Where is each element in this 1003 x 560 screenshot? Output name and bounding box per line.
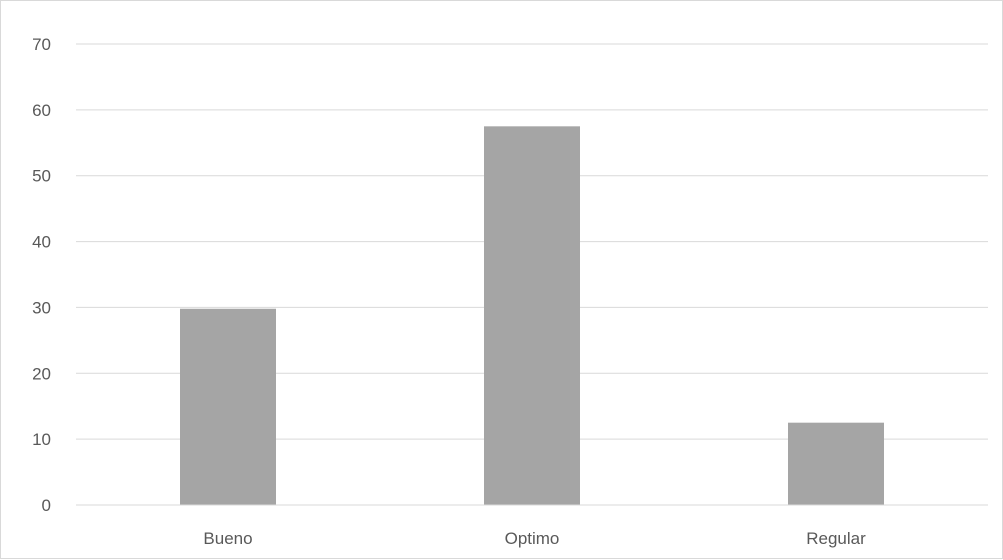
bar-regular	[788, 422, 884, 505]
y-tick-label: 30	[32, 298, 51, 317]
y-tick-label: 70	[32, 35, 51, 54]
y-tick-label: 40	[32, 233, 51, 252]
x-category-label: Bueno	[203, 529, 252, 548]
x-axis-category-labels: Bueno Optimo Regular	[203, 529, 866, 548]
y-tick-label: 0	[42, 496, 51, 515]
x-category-label: Regular	[806, 529, 866, 548]
y-axis-tick-labels: 0 10 20 30 40 50 60 70	[32, 35, 51, 515]
y-tick-label: 50	[32, 167, 51, 186]
bars	[180, 126, 884, 506]
bar-optimo	[484, 126, 580, 506]
y-tick-label: 20	[32, 364, 51, 383]
y-tick-label: 60	[32, 101, 51, 120]
y-tick-label: 10	[32, 430, 51, 449]
x-category-label: Optimo	[505, 529, 560, 548]
bar-bueno	[180, 308, 276, 505]
